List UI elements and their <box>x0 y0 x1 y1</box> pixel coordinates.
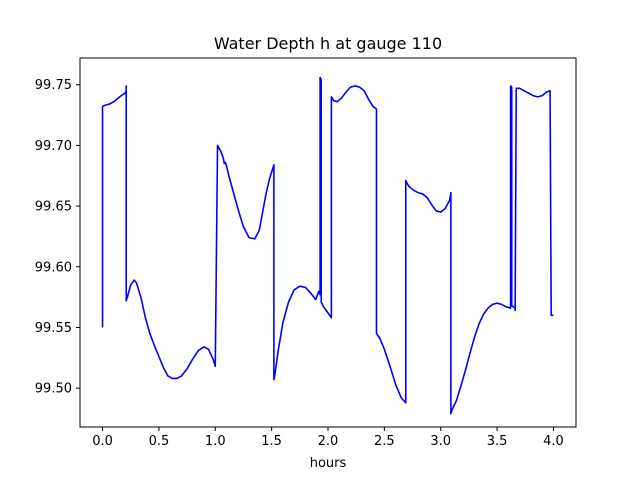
x-tick-label: 3.5 <box>487 434 508 449</box>
y-tick-label: 99.50 <box>35 382 72 397</box>
x-tick-label: 1.0 <box>205 434 226 449</box>
chart-title: Water Depth h at gauge 110 <box>214 34 442 53</box>
y-tick-label: 99.60 <box>35 260 72 275</box>
x-tick-label: 2.0 <box>318 434 339 449</box>
x-tick-label: 2.5 <box>374 434 395 449</box>
x-tick-label: 3.0 <box>430 434 451 449</box>
y-tick-label: 99.70 <box>35 139 72 154</box>
y-tick-label: 99.65 <box>35 200 72 215</box>
y-axis: 99.50 99.55 99.60 99.65 99.70 99.75 <box>35 78 80 397</box>
x-tick-label: 4.0 <box>543 434 564 449</box>
x-tick-label: 0.5 <box>149 434 170 449</box>
plot-area <box>101 76 554 415</box>
y-tick-label: 99.75 <box>35 78 72 93</box>
x-tick-label: 0.0 <box>92 434 113 449</box>
y-tick-label: 99.55 <box>35 321 72 336</box>
x-tick-label: 1.5 <box>261 434 282 449</box>
x-axis: 0.0 0.5 1.0 1.5 2.0 2.5 3.0 3.5 4.0 <box>92 427 564 449</box>
x-axis-label: hours <box>310 456 347 471</box>
series-line-0 <box>101 76 554 415</box>
